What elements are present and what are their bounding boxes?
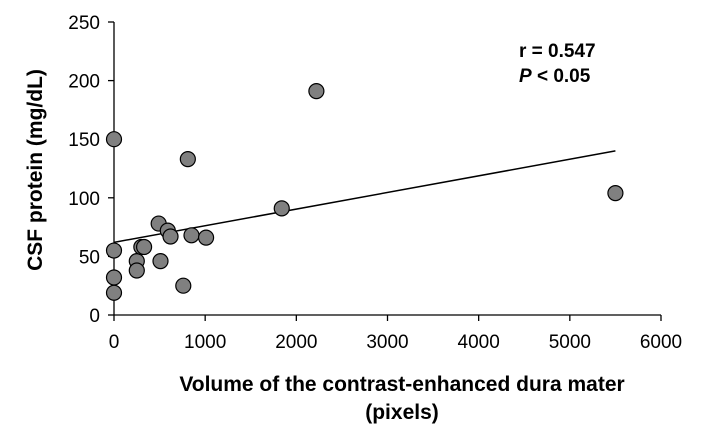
y-axis-title: CSF protein (mg/dL) xyxy=(24,69,47,271)
x-tick-label-0: 0 xyxy=(109,332,120,353)
data-point-2 xyxy=(105,242,123,259)
data-point-6 xyxy=(128,262,145,279)
regression-line xyxy=(113,150,616,244)
data-point-12 xyxy=(162,228,179,245)
x-tick-label-1000: 1000 xyxy=(184,332,226,353)
data-point-18 xyxy=(308,83,325,100)
y-tick-label-50: 50 xyxy=(79,247,100,268)
data-point-16 xyxy=(197,229,215,246)
y-tick-label-250: 250 xyxy=(68,13,100,34)
data-point-15 xyxy=(183,227,200,244)
axis-labels: 0 50 100 150 200 250 0 1000 2000 3000 4000 5000 6000 xyxy=(68,13,682,353)
data-point-3 xyxy=(105,269,123,286)
p-value: P < 0.05 xyxy=(519,66,591,87)
x-tick-label-6000: 6000 xyxy=(640,332,682,353)
trendline-group xyxy=(113,150,616,244)
x-tick-label-5000: 5000 xyxy=(549,332,591,353)
data-point-14 xyxy=(179,151,196,168)
x-axis-title-line2: (pixels) xyxy=(365,401,439,424)
p-value-symbol: P xyxy=(519,66,532,87)
y-tick-label-100: 100 xyxy=(68,189,100,210)
y-tick-label-150: 150 xyxy=(68,130,100,151)
data-point-4 xyxy=(105,284,123,301)
data-point-8 xyxy=(135,238,153,256)
x-tick-label-3000: 3000 xyxy=(366,332,408,353)
data-point-13 xyxy=(175,277,192,294)
p-value-threshold: < 0.05 xyxy=(532,66,591,87)
x-tick-label-2000: 2000 xyxy=(275,332,317,353)
data-point-17 xyxy=(273,200,290,217)
data-point-10 xyxy=(152,252,169,270)
data-point-1 xyxy=(105,131,123,148)
data-point-19 xyxy=(607,185,624,202)
x-axis-title-line1: Volume of the contrast-enhanced dura mat… xyxy=(179,373,624,396)
y-tick-label-0: 0 xyxy=(89,306,100,327)
correlation-coefficient: r = 0.547 xyxy=(519,41,596,62)
y-tick-label-200: 200 xyxy=(68,72,100,93)
data-points xyxy=(105,83,624,301)
x-tick-label-4000: 4000 xyxy=(458,332,500,353)
